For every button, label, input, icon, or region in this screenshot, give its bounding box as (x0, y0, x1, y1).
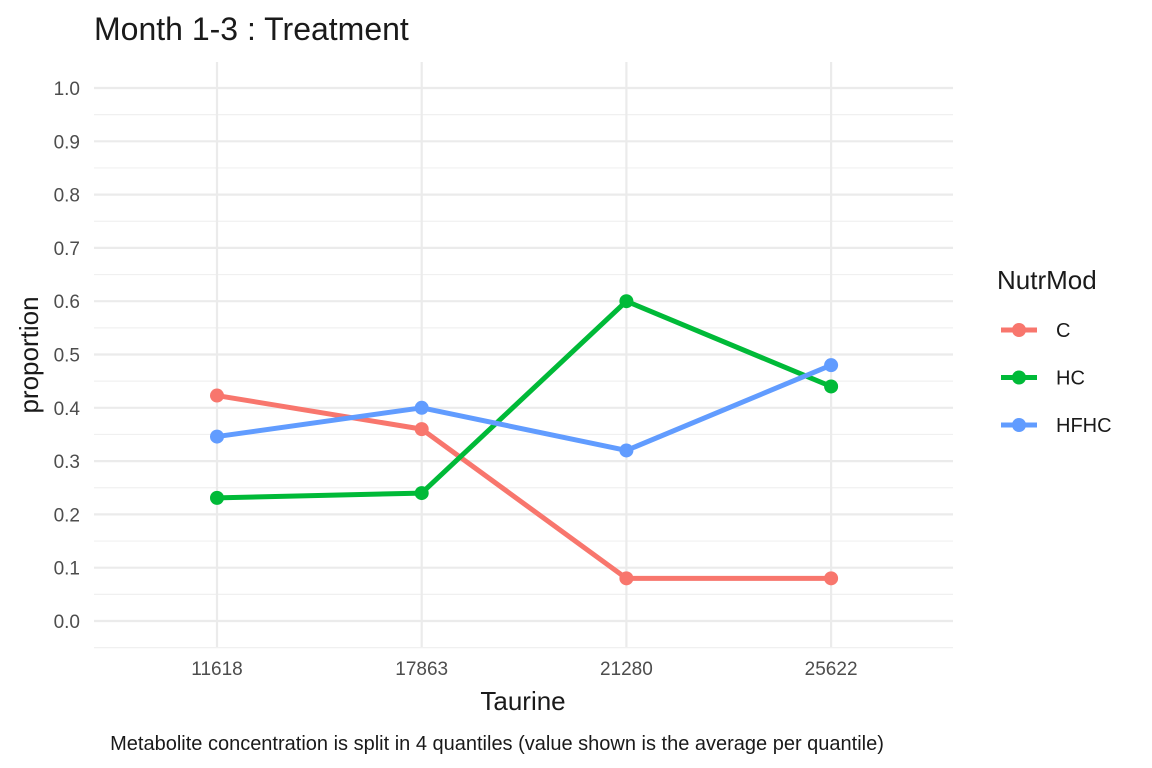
chart-caption: Metabolite concentration is split in 4 q… (110, 733, 884, 755)
data-point-hfhc (210, 429, 224, 444)
x-tick-labels: 11618 17863 21280 25622 (191, 659, 857, 680)
y-tick-label: 0.2 (54, 505, 80, 526)
major-gridlines (94, 62, 953, 647)
data-point-hc (414, 486, 429, 501)
legend-title: NutrMod (997, 265, 1097, 295)
x-axis-label: Taurine (480, 686, 565, 716)
data-point-c (824, 571, 839, 586)
chart-title: Month 1-3 : Treatment (94, 11, 409, 47)
series-line-c (216, 393, 832, 581)
y-tick-label: 0.1 (54, 559, 80, 580)
legend-label: HC (1056, 368, 1085, 390)
y-tick-label: 0.7 (54, 239, 80, 260)
series-line-hc (216, 298, 833, 501)
x-tick-label: 11618 (191, 659, 242, 680)
y-tick-label: 0.3 (54, 452, 80, 473)
y-tick-label: 0.5 (54, 346, 80, 367)
data-point-c (414, 422, 429, 437)
y-tick-label: 0.4 (54, 399, 81, 420)
data-point-hc (210, 490, 224, 505)
y-tick-label: 0.9 (54, 132, 80, 153)
data-point-hfhc (824, 358, 839, 373)
y-tick-label: 0.8 (54, 186, 80, 207)
x-tick-label: 21280 (600, 659, 653, 680)
y-tick-labels: 0.0 0.1 0.2 0.3 0.4 0.5 0.6 0.7 0.8 0.9 1.0 (54, 79, 81, 633)
data-point-hc (824, 379, 839, 394)
y-tick-label: 1.0 (54, 79, 80, 100)
x-tick-label: 25622 (805, 659, 858, 680)
data-point-hc (619, 294, 634, 309)
data-point-c (210, 388, 224, 403)
data-point-c (619, 571, 634, 586)
x-tick-label: 17863 (395, 659, 448, 680)
legend-key-point (1012, 370, 1026, 385)
minor-gridlines (94, 114, 953, 649)
legend-key-point (1012, 418, 1026, 432)
y-tick-label: 0.0 (54, 612, 80, 633)
legend: NutrMod C HC HFHC (997, 265, 1112, 437)
data-point-hfhc (619, 443, 634, 458)
data-point-hfhc (414, 400, 429, 415)
series-line-hfhc (216, 362, 833, 453)
y-axis-label: proportion (14, 296, 44, 413)
legend-label: C (1056, 320, 1070, 342)
legend-label: HFHC (1056, 415, 1112, 437)
legend-key-point (1012, 323, 1026, 337)
series-layer (210, 294, 839, 586)
y-tick-label: 0.6 (54, 292, 80, 313)
legend-items: C HC HFHC (1001, 320, 1112, 437)
